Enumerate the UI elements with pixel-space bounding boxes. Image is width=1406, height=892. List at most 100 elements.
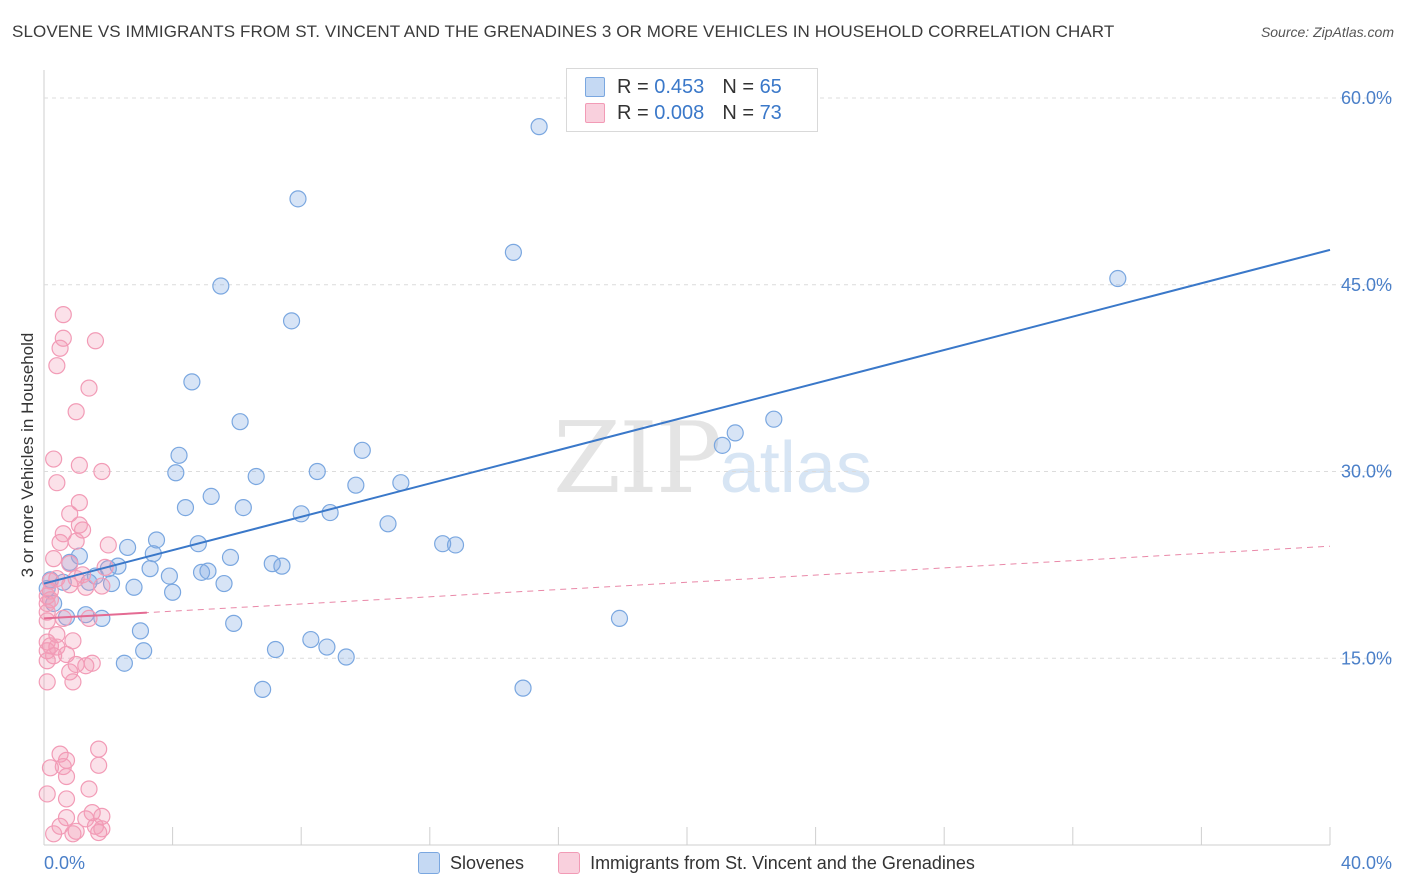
legend-item-immigrants: Immigrants from St. Vincent and the Gren…: [558, 852, 975, 874]
point-immigrants: [80, 379, 98, 397]
point-slovenes: [254, 680, 272, 698]
x-tick-label: 40.0%: [1341, 853, 1392, 873]
y-tick-label: 60.0%: [1341, 88, 1392, 108]
point-slovenes: [192, 563, 211, 581]
legend-n-value: 65: [759, 75, 782, 98]
point-slovenes: [282, 312, 301, 330]
legend-swatch-immigrants: [558, 852, 581, 874]
point-immigrants: [80, 609, 98, 628]
point-slovenes: [247, 467, 265, 486]
point-immigrants: [51, 339, 69, 357]
point-slovenes: [504, 243, 522, 261]
point-slovenes: [202, 487, 220, 505]
y-tick-label: 45.0%: [1341, 275, 1392, 295]
point-immigrants: [61, 505, 79, 523]
point-slovenes: [167, 464, 185, 482]
point-slovenes: [170, 446, 188, 464]
point-slovenes: [337, 648, 355, 666]
point-slovenes: [231, 413, 249, 431]
point-immigrants: [48, 474, 66, 492]
point-immigrants: [83, 804, 101, 822]
point-slovenes: [318, 638, 336, 656]
y-tick-label: 30.0%: [1341, 462, 1392, 482]
point-immigrants: [41, 759, 60, 777]
point-immigrants: [51, 533, 69, 552]
point-immigrants: [93, 820, 111, 838]
point-slovenes: [273, 557, 291, 575]
series-legend: Slovenes Immigrants from St. Vincent and…: [418, 852, 1009, 874]
point-slovenes: [183, 373, 201, 391]
point-immigrants: [41, 637, 60, 655]
point-immigrants: [86, 332, 105, 350]
point-immigrants: [38, 785, 56, 803]
legend-r-value: 0.008: [654, 101, 705, 124]
legend-label-immigrants: Immigrants from St. Vincent and the Gren…: [590, 852, 975, 873]
x-tick-label: 0.0%: [44, 853, 85, 873]
legend-swatch-slovenes: [418, 852, 440, 874]
point-immigrants: [93, 462, 111, 481]
point-immigrants: [70, 494, 88, 512]
legend-r-value: 0.453: [654, 75, 705, 98]
point-immigrants: [73, 521, 92, 539]
point-immigrants: [51, 817, 69, 835]
legend-n-value: 73: [759, 101, 782, 124]
point-slovenes: [1109, 269, 1127, 288]
point-immigrants: [41, 591, 60, 609]
point-slovenes: [199, 562, 217, 580]
point-immigrants: [64, 825, 82, 843]
point-immigrants: [48, 357, 66, 375]
chart-title: SLOVENE VS IMMIGRANTS FROM ST. VINCENT A…: [12, 22, 1115, 41]
point-immigrants: [61, 555, 79, 573]
point-slovenes: [164, 583, 182, 601]
point-slovenes: [308, 462, 326, 481]
point-slovenes: [530, 118, 548, 136]
point-slovenes: [765, 410, 783, 428]
point-slovenes: [726, 424, 744, 442]
legend-row-slovenes: R = 0.453 N = 65: [585, 75, 782, 99]
trend-line-immigrants-dashed: [43, 545, 1331, 619]
point-slovenes: [160, 567, 178, 585]
point-slovenes: [215, 574, 233, 593]
point-immigrants: [90, 756, 108, 774]
legend-r-label: R =: [617, 101, 649, 124]
point-slovenes: [434, 535, 452, 553]
point-immigrants: [57, 767, 76, 786]
point-immigrants: [77, 578, 95, 596]
legend-label-slovenes: Slovenes: [450, 852, 525, 873]
y-axis-label: 3 or more Vehicles in Household: [18, 332, 37, 578]
point-slovenes: [225, 614, 243, 632]
point-slovenes: [176, 499, 195, 517]
watermark-zip: ZIP: [553, 402, 722, 516]
point-slovenes: [115, 654, 133, 672]
point-slovenes: [514, 679, 532, 697]
point-immigrants: [70, 456, 88, 474]
point-immigrants: [54, 525, 72, 543]
legend-row-immigrants: R = 0.008 N = 73: [585, 101, 782, 125]
point-immigrants: [45, 550, 63, 568]
correlation-legend: R = 0.453 N = 65 R = 0.008 N = 73: [566, 68, 818, 132]
point-immigrants: [45, 450, 63, 468]
point-immigrants: [57, 809, 76, 827]
point-slovenes: [347, 476, 365, 494]
point-slovenes: [353, 441, 371, 459]
point-immigrants: [90, 740, 108, 758]
point-immigrants: [45, 647, 63, 665]
point-slovenes: [212, 277, 230, 295]
point-slovenes: [713, 436, 731, 454]
point-immigrants: [57, 790, 76, 808]
point-immigrants: [38, 673, 56, 691]
point-immigrants: [54, 329, 72, 347]
legend-n-label: N =: [722, 101, 754, 124]
point-immigrants: [64, 673, 82, 691]
legend-swatch-slovenes: [585, 77, 605, 97]
point-immigrants: [99, 536, 117, 554]
legend-item-slovenes: Slovenes: [418, 852, 524, 874]
watermark-atlas: atlas: [719, 428, 872, 508]
point-immigrants: [54, 306, 72, 324]
point-immigrants: [64, 632, 82, 650]
point-slovenes: [234, 499, 252, 517]
point-slovenes: [263, 555, 281, 573]
point-immigrants: [67, 403, 85, 421]
point-slovenes: [141, 560, 159, 578]
